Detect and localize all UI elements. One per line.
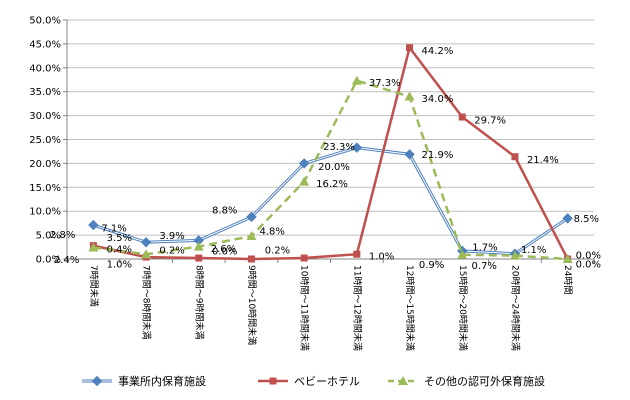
- data-point-triangle: [404, 91, 415, 101]
- data-label: 37.3%: [369, 78, 401, 89]
- data-point-diamond: [351, 142, 363, 153]
- data-point-diamond: [404, 149, 415, 160]
- data-point-diamond: [298, 158, 310, 169]
- legend-label: 事業所内保育施設: [118, 374, 206, 388]
- series-group: [88, 44, 573, 263]
- data-label: 3.5%: [107, 233, 132, 244]
- x-category-label: 12時間～15時間未満: [404, 265, 416, 351]
- y-tick-label: 0.0%: [36, 255, 61, 266]
- series-line: [93, 79, 568, 261]
- y-axis-ticks: 0.0% 5.0% 10.0% 15.0% 20.0% 25.0% 30.0% 35.0% 40…: [29, 16, 61, 266]
- data-point-triangle: [299, 176, 310, 186]
- y-tick-label: 10.0%: [29, 207, 61, 218]
- axes: [63, 19, 595, 263]
- x-category-label: 11時間～12時間未満: [351, 265, 363, 351]
- data-label: 1.7%: [472, 242, 497, 253]
- y-tick-label: 30.0%: [29, 111, 61, 122]
- data-label: 0.4%: [107, 245, 132, 256]
- data-label: 0.7%: [472, 261, 497, 272]
- y-tick-label: 35.0%: [29, 87, 61, 98]
- data-label: 8.8%: [212, 205, 237, 216]
- data-label: 29.7%: [474, 116, 506, 127]
- x-category-label: 24時間: [562, 265, 573, 294]
- data-point-diamond: [88, 219, 99, 231]
- x-category-label: 8時間～9時間未満: [193, 265, 205, 339]
- data-label: 44.2%: [422, 46, 454, 57]
- y-tick-label: 40.0%: [29, 63, 61, 74]
- data-label: 8.5%: [574, 214, 599, 225]
- data-label: 0.2%: [265, 246, 290, 257]
- series-line: [93, 44, 569, 261]
- data-label: 0.0%: [576, 260, 601, 271]
- data-point-square: [353, 250, 361, 258]
- x-category-label: 20時間～24時間未満: [509, 265, 521, 351]
- data-point-diamond: [140, 237, 152, 248]
- data-label: 34.0%: [422, 94, 454, 105]
- data-label: 2.8%: [50, 230, 75, 241]
- legend-label: ベビーホテル: [294, 375, 360, 388]
- data-point-triangle: [246, 231, 257, 241]
- data-label: 7.1%: [101, 224, 126, 235]
- data-point-triangle: [141, 249, 152, 259]
- data-label: 0.0%: [212, 247, 237, 258]
- data-label: 23.3%: [323, 142, 355, 153]
- series-line-inner: [93, 147, 568, 255]
- data-point-square: [300, 254, 308, 262]
- data-point-square: [269, 377, 277, 385]
- x-category-label: 10時間～11時間未満: [299, 265, 311, 351]
- x-category-label: 9時間～10時間未満: [246, 265, 258, 345]
- data-labels: 7.1%3.5% 3.9% 8.8% 20.0% 23.3% 21.9% 1.7% 1.1% 8…: [50, 46, 601, 272]
- x-category-label: 7時間未満: [88, 265, 100, 307]
- data-label: 0.9%: [419, 260, 444, 271]
- data-label: 2.4%: [54, 255, 79, 266]
- data-label: 21.4%: [527, 155, 559, 166]
- data-point-diamond: [246, 211, 257, 223]
- data-point-triangle: [398, 376, 408, 385]
- data-label: 16.2%: [316, 179, 348, 190]
- y-tick-label: 25.0%: [29, 135, 61, 146]
- data-point-diamond: [562, 213, 573, 224]
- data-point-square: [458, 113, 466, 121]
- data-point-square: [195, 254, 203, 262]
- data-point-triangle: [457, 249, 468, 259]
- legend-item: ベビーホテル: [258, 375, 360, 388]
- data-point-diamond: [91, 375, 103, 387]
- gridlines: [67, 19, 594, 236]
- data-label: 1.0%: [107, 260, 132, 271]
- data-label: 4.8%: [259, 227, 284, 238]
- x-category-label: 7時間～8時間未満: [141, 265, 153, 339]
- data-label: 20.0%: [318, 162, 350, 173]
- data-label: 1.1%: [521, 245, 546, 256]
- data-point-triangle: [509, 250, 520, 260]
- data-label: 2.6%: [211, 244, 236, 255]
- data-point-triangle: [88, 242, 99, 252]
- y-tick-label: 50.0%: [29, 16, 61, 27]
- data-point-triangle: [562, 254, 573, 263]
- x-axis-categories: 7時間未満 7時間～8時間未満 8時間～9時間未満 9時間～10時間未満 10時間～11…: [88, 265, 573, 351]
- data-label: 0.0%: [576, 251, 601, 262]
- y-tick-label: 5.0%: [36, 231, 61, 242]
- data-point-triangle: [193, 241, 204, 251]
- legend: 事業所内保育施設 ベビーホテル その他の認可外保育施設: [82, 374, 545, 388]
- y-tick-label: 45.0%: [29, 39, 61, 50]
- data-point-square: [247, 255, 255, 263]
- y-tick-label: 20.0%: [29, 159, 61, 170]
- y-tick-label: 15.0%: [29, 183, 61, 194]
- data-point-triangle: [351, 75, 362, 85]
- legend-item: その他の認可外保育施設: [388, 374, 545, 388]
- data-label: 3.9%: [159, 231, 184, 242]
- data-label: 21.9%: [422, 150, 454, 161]
- data-point-square: [511, 153, 519, 161]
- x-category-label: 15時間～20時間未満: [457, 265, 469, 351]
- legend-label: その他の認可外保育施設: [424, 374, 545, 388]
- data-label: 0.2%: [159, 246, 184, 257]
- legend-item: 事業所内保育施設: [82, 374, 206, 388]
- data-label: 1.0%: [369, 252, 394, 263]
- data-point-square: [406, 44, 414, 52]
